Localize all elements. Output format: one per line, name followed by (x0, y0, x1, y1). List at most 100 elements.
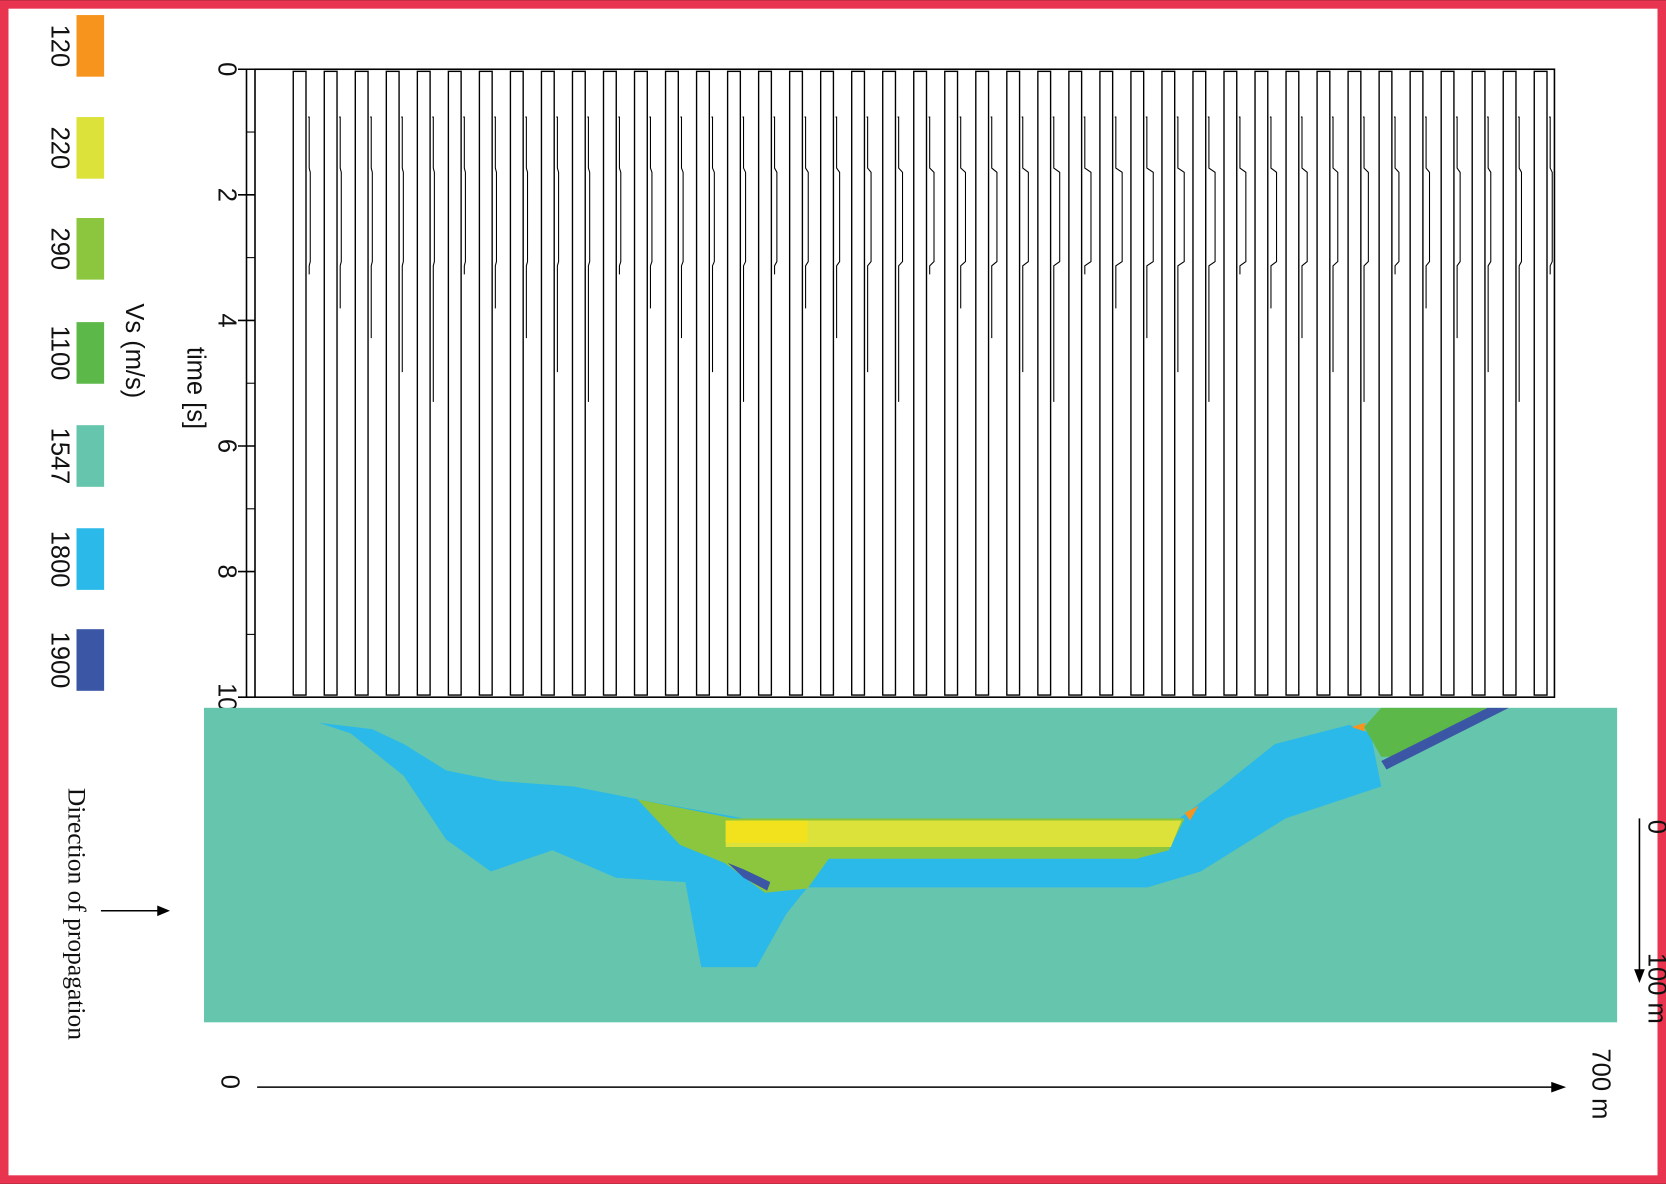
trace-box (944, 70, 959, 696)
trace-wiggle (1238, 116, 1247, 275)
trace-box (726, 70, 742, 696)
trace-wiggle (370, 116, 373, 339)
trace-box (1471, 70, 1486, 696)
trace-box (292, 70, 307, 696)
trace-wiggle (804, 116, 809, 309)
trace-wiggle (649, 116, 653, 309)
trace-box (757, 70, 773, 696)
legend-label: 1547 (46, 428, 74, 485)
trace-wiggle (1362, 116, 1369, 402)
time-ticks: 0 2 4 6 8 10 (213, 62, 255, 711)
trace-box (695, 70, 711, 696)
trace-box (1037, 70, 1052, 696)
trace-box (1533, 70, 1548, 696)
layer-220 (725, 820, 1182, 847)
seismic-traces (292, 70, 1553, 696)
legend-label: 1800 (46, 531, 74, 588)
trace-box (1192, 70, 1207, 696)
trace-wiggle (1300, 116, 1308, 339)
trace-wiggle (1487, 116, 1492, 373)
trace-box (1502, 70, 1517, 696)
legend-label: 290 (46, 228, 74, 271)
trace-wiggle (1456, 116, 1461, 339)
trace-box (819, 70, 835, 696)
trace-box (1068, 70, 1083, 696)
trace-wiggle (401, 116, 404, 373)
trace-wiggle (556, 116, 560, 373)
layer-1900 (1381, 707, 1509, 770)
distance-scale-start: 0 (216, 1075, 244, 1089)
tick-label: 2 (213, 188, 241, 202)
trace-wiggle (1425, 116, 1431, 309)
trace-box (1099, 70, 1114, 696)
legend: 120 220 290 1100 1547 1800 1900 (46, 15, 105, 691)
legend-swatch (76, 425, 105, 487)
trace-box (1347, 70, 1362, 696)
layer-120-right (1351, 722, 1366, 732)
trace-wiggle (494, 116, 497, 309)
trace-box (1161, 70, 1176, 696)
trace-box (1254, 70, 1269, 696)
direction-label: Direction of propagation (63, 788, 92, 1040)
tick-label: 0 (213, 62, 241, 76)
trace-wiggle (1269, 116, 1278, 309)
trace-wiggle (587, 116, 591, 402)
trace-box (851, 70, 866, 696)
legend-swatch (76, 117, 105, 179)
layer-1900-pocket (727, 862, 771, 891)
tick-label: 8 (213, 565, 241, 579)
tick-label: 4 (213, 313, 241, 327)
distance-scale-arrowhead (1551, 1081, 1567, 1093)
distance-scale-end: 700 m (1586, 1049, 1614, 1120)
trace-wiggle (618, 116, 622, 275)
trace-wiggle (1176, 116, 1185, 373)
trace-box (354, 70, 369, 696)
trace-box (602, 70, 617, 696)
trace-wiggle (1394, 116, 1400, 275)
trace-wiggle (866, 116, 872, 373)
legend-swatch (76, 629, 105, 691)
trace-wiggle (1083, 116, 1092, 275)
trace-wiggle (1207, 116, 1216, 402)
trace-wiggle (959, 116, 967, 309)
trace-wiggle (742, 116, 747, 402)
trace-wiggle (1145, 116, 1154, 339)
cross-section (204, 707, 1618, 1023)
tick-label: 6 (213, 439, 241, 453)
trace-box (416, 70, 431, 696)
legend-title: Vs (m/s) (120, 303, 148, 398)
trace-wiggle (1518, 116, 1523, 402)
trace-wiggle (1021, 116, 1029, 373)
trace-wiggle (463, 116, 466, 275)
trace-panel (254, 68, 1556, 698)
trace-box (571, 70, 586, 696)
trace-box (1285, 70, 1300, 696)
legend-label: 220 (46, 127, 74, 170)
trace-wiggle (773, 116, 778, 275)
trace-box (882, 70, 897, 696)
trace-box (1440, 70, 1455, 696)
trace-box (1316, 70, 1331, 696)
trace-box (323, 70, 338, 696)
layer-120-left (1184, 805, 1199, 821)
direction-arrowhead (157, 905, 170, 917)
trace-box (447, 70, 462, 696)
depth-scale-arrowhead (1634, 969, 1645, 983)
legend-swatch (76, 15, 105, 77)
trace-box (975, 70, 990, 696)
trace-wiggle (1114, 116, 1123, 309)
trace-box (664, 70, 679, 696)
trace-wiggle (1549, 116, 1553, 275)
layer-1100 (1364, 707, 1488, 757)
time-axis-label: time [s] (182, 347, 210, 429)
legend-label: 1900 (46, 632, 74, 689)
trace-wiggle (432, 116, 435, 402)
trace-box (540, 70, 555, 696)
trace-wiggle (990, 116, 998, 339)
legend-label: 120 (46, 25, 74, 68)
layer-220-top (725, 820, 808, 843)
trace-box (509, 70, 524, 696)
trace-wiggle (711, 116, 715, 373)
trace-wiggle (835, 116, 841, 339)
